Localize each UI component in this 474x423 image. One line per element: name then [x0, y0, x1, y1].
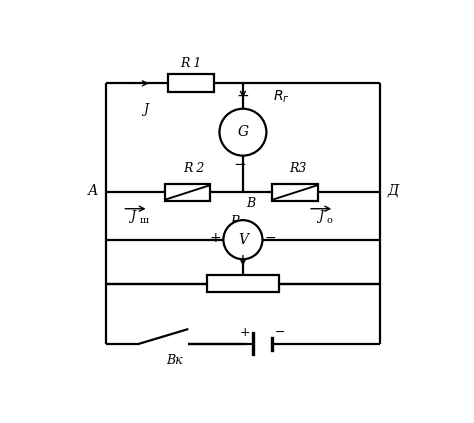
Text: ш: ш — [140, 216, 149, 225]
Text: +: + — [237, 89, 249, 104]
Text: Д: Д — [388, 184, 399, 198]
Text: А: А — [88, 184, 98, 198]
Bar — [272, 184, 318, 201]
Text: R 2: R 2 — [183, 162, 205, 175]
Bar — [168, 74, 214, 92]
Text: G: G — [237, 125, 248, 139]
Bar — [207, 275, 279, 292]
Text: J: J — [318, 210, 323, 223]
Text: +: + — [210, 231, 221, 245]
Text: −: − — [265, 231, 276, 245]
Text: +: + — [239, 326, 250, 339]
Text: −: − — [275, 326, 286, 339]
Text: $R_г$: $R_г$ — [273, 89, 290, 105]
Text: R3: R3 — [290, 162, 307, 175]
Circle shape — [219, 109, 266, 156]
Text: о: о — [327, 216, 332, 225]
Circle shape — [223, 220, 263, 259]
Text: J: J — [143, 103, 148, 116]
Text: R 1: R 1 — [180, 57, 201, 70]
Text: R: R — [230, 215, 239, 228]
Text: −: − — [233, 157, 246, 172]
Bar — [165, 184, 210, 201]
Text: Вк: Вк — [166, 354, 183, 367]
Text: V: V — [238, 233, 248, 247]
Text: J: J — [130, 210, 136, 223]
Text: B: B — [246, 198, 255, 210]
